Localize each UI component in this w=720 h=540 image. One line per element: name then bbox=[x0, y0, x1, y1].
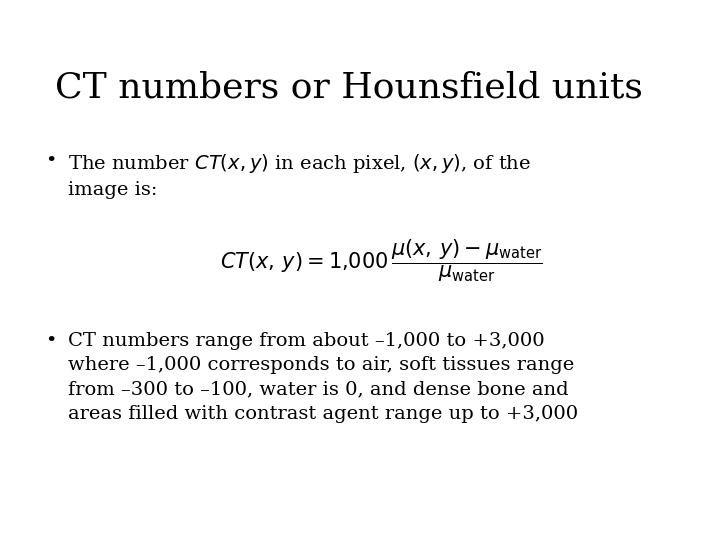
Text: •: • bbox=[45, 332, 56, 350]
Text: •: • bbox=[45, 152, 56, 170]
Text: CT numbers range from about –1,000 to +3,000
where –1,000 corresponds to air, so: CT numbers range from about –1,000 to +3… bbox=[68, 332, 578, 423]
Text: The number $\mathit{CT(x,y)}$ in each pixel, $\mathit{(x,y)}$, of the
image is:: The number $\mathit{CT(x,y)}$ in each pi… bbox=[68, 152, 531, 199]
Text: CT numbers or Hounsfield units: CT numbers or Hounsfield units bbox=[55, 70, 643, 104]
Text: $\mathit{CT}(x,\, y) = 1{,}000\,\dfrac{\mu(x,\, y) - \mu_{\mathrm{water}}}{\mu_{: $\mathit{CT}(x,\, y) = 1{,}000\,\dfrac{\… bbox=[220, 237, 543, 284]
